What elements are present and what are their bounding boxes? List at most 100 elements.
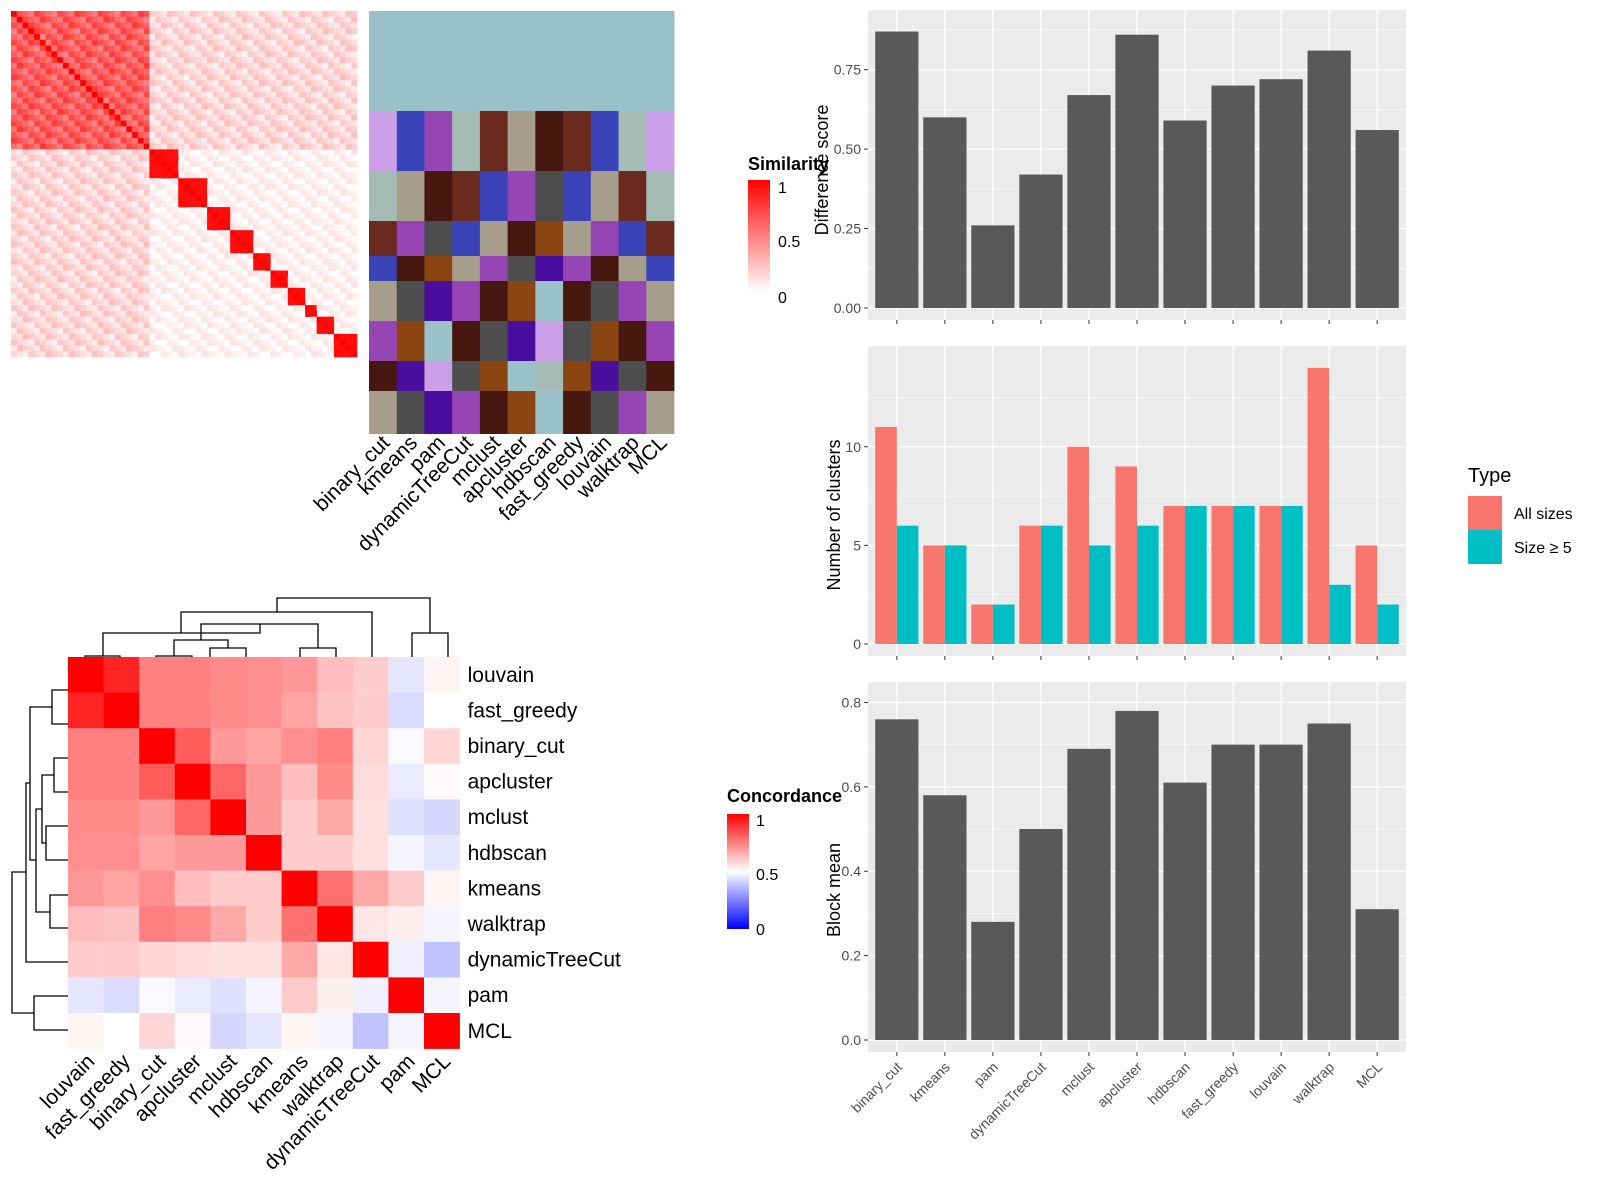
- similarity-cell: [282, 22, 289, 29]
- similarity-cell: [39, 339, 46, 346]
- membership-cell: [507, 391, 536, 434]
- similarity-cell: [120, 287, 127, 294]
- similarity-cell: [91, 322, 98, 329]
- similarity-cell: [218, 109, 225, 116]
- similarity-cell: [132, 201, 139, 208]
- similarity-cell: [91, 224, 98, 231]
- similarity-cell: [276, 57, 283, 64]
- similarity-cell: [103, 195, 110, 202]
- similarity-cell: [103, 91, 110, 98]
- similarity-cell: [109, 132, 116, 139]
- membership-cell: [563, 391, 592, 434]
- similarity-cell: [120, 207, 127, 214]
- similarity-cell: [132, 195, 139, 202]
- similarity-cell: [22, 195, 29, 202]
- similarity-cell: [207, 184, 214, 191]
- similarity-cell: [207, 201, 214, 208]
- similarity-cell: [28, 120, 35, 127]
- similarity-cell: [155, 160, 162, 167]
- similarity-cell: [195, 11, 202, 18]
- similarity-cell: [22, 345, 29, 352]
- similarity-cell: [160, 287, 167, 294]
- similarity-cell: [305, 109, 312, 116]
- similarity-cell: [51, 230, 58, 237]
- similarity-cell: [189, 258, 196, 266]
- similarity-cell: [16, 247, 23, 254]
- similarity-cell: [287, 276, 294, 283]
- similarity-cell: [207, 322, 214, 329]
- similarity-cell: [264, 51, 271, 58]
- similarity-cell: [22, 310, 29, 317]
- similarity-cell: [16, 126, 23, 133]
- similarity-cell: [114, 195, 121, 202]
- similarity-cell: [184, 351, 191, 358]
- similarity-cell: [316, 172, 323, 179]
- similarity-cell: [120, 143, 127, 150]
- similarity-cell: [149, 276, 156, 283]
- similarity-cell: [114, 351, 121, 358]
- similarity-cell: [258, 264, 266, 271]
- similarity-cell: [22, 11, 29, 18]
- concordance-cells: [68, 657, 460, 1049]
- similarity-cell: [97, 28, 104, 35]
- similarity-cell: [218, 305, 225, 312]
- similarity-cell: [351, 45, 358, 52]
- similarity-cell: [114, 201, 121, 208]
- similarity-cell: [91, 155, 98, 162]
- similarity-cell: [184, 16, 191, 23]
- similarity-cell: [57, 310, 64, 317]
- similarity-cell: [218, 85, 225, 93]
- similarity-cell: [11, 224, 18, 231]
- concordance-cell: [281, 941, 318, 978]
- similarity-cell: [11, 178, 18, 185]
- x-tick-label-binary_cut: binary_cut: [848, 1059, 905, 1116]
- similarity-cell: [85, 235, 93, 242]
- similarity-cell: [184, 282, 191, 289]
- similarity-cell: [11, 68, 18, 75]
- concordance-legend-title: Concordance: [727, 786, 842, 806]
- similarity-cell: [51, 258, 58, 266]
- similarity-cell: [51, 282, 58, 289]
- similarity-cell: [310, 22, 317, 29]
- similarity-cell: [155, 316, 162, 323]
- similarity-cell: [178, 34, 185, 41]
- concordance-cell: [210, 799, 247, 836]
- similarity-cell: [28, 114, 35, 121]
- similarity-cell: [149, 287, 156, 294]
- similarity-cell: [247, 345, 254, 352]
- similarity-cell: [305, 45, 312, 52]
- concordance-cell: [281, 657, 318, 693]
- similarity-cell: [253, 91, 260, 98]
- similarity-cell: [247, 149, 254, 156]
- similarity-cell: [97, 114, 104, 121]
- similarity-cell: [137, 11, 144, 18]
- similarity-cell: [345, 287, 352, 294]
- similarity-cell: [137, 16, 144, 23]
- similarity-cell: [68, 22, 75, 29]
- similarity-cell: [22, 264, 29, 271]
- similarity-cell: [299, 184, 306, 191]
- similarity-cell: [282, 57, 289, 64]
- similarity-cell: [201, 103, 208, 110]
- similarity-cell: [16, 333, 23, 340]
- bar-binary_cut: [875, 719, 919, 1040]
- y-tick-label: 0.4: [842, 863, 862, 879]
- similarity-cell: [103, 333, 110, 340]
- similarity-cell: [120, 253, 127, 260]
- similarity-cell: [178, 160, 185, 167]
- similarity-cell: [28, 68, 35, 75]
- concordance-cell: [281, 977, 318, 1014]
- difference-score-ylabel: Difference score: [812, 105, 832, 236]
- similarity-cell: [299, 293, 306, 300]
- similarity-cell: [345, 62, 352, 69]
- similarity-cell: [80, 351, 87, 358]
- similarity-cell: [195, 57, 202, 64]
- similarity-cell: [178, 201, 185, 208]
- similarity-cell: [333, 45, 340, 52]
- similarity-cell: [230, 16, 237, 23]
- concordance-cell: [317, 1013, 354, 1049]
- similarity-cell: [328, 247, 335, 254]
- bar-fast_greedy: [1211, 85, 1255, 308]
- similarity-cell: [224, 91, 231, 98]
- similarity-cell: [172, 11, 179, 18]
